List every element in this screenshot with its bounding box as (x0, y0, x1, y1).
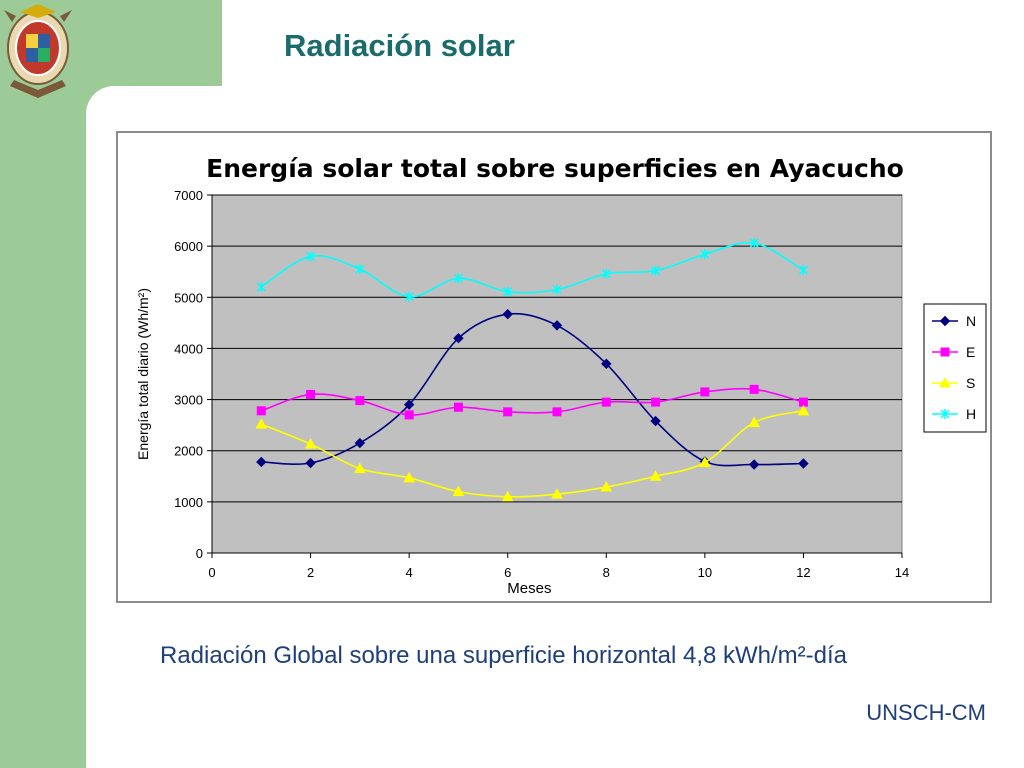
y-tick-label: 6000 (174, 239, 203, 254)
x-tick-label: 8 (603, 565, 610, 580)
legend-label: H (966, 406, 976, 422)
data-point (651, 265, 661, 276)
data-point (503, 286, 513, 297)
data-point (600, 480, 613, 492)
data-point (256, 406, 266, 416)
data-point (699, 456, 711, 467)
data-point (355, 396, 365, 406)
data-point (700, 249, 710, 260)
data-point (256, 282, 266, 293)
data-point (502, 308, 513, 320)
x-tick-label: 4 (406, 565, 413, 580)
data-point (601, 358, 612, 369)
data-point (601, 268, 611, 279)
x-tick-label: 0 (208, 565, 215, 580)
x-tick-label: 10 (698, 565, 712, 580)
y-tick-label: 2000 (174, 444, 203, 459)
data-point (939, 376, 951, 388)
data-point (700, 387, 710, 397)
data-point (552, 407, 562, 417)
y-tick-label: 0 (196, 546, 203, 561)
data-point (304, 438, 317, 449)
slide-title: Radiación solar (284, 28, 515, 63)
data-point (501, 490, 514, 502)
data-point (798, 265, 808, 276)
series-H (256, 238, 808, 302)
data-point (748, 459, 760, 470)
data-point (939, 315, 951, 327)
x-tick-label: 14 (895, 565, 909, 580)
legend-label: N (966, 313, 976, 329)
data-point (354, 462, 366, 474)
data-point (749, 384, 759, 394)
data-point (453, 402, 463, 412)
data-point (650, 415, 661, 427)
data-point (651, 397, 661, 407)
data-point (503, 407, 513, 417)
slide-footer: UNSCH-CM (866, 700, 986, 725)
x-tick-label: 12 (796, 565, 810, 580)
data-point (452, 485, 465, 497)
data-point (940, 347, 950, 357)
data-point (403, 399, 415, 410)
data-point (798, 458, 809, 469)
y-tick-label: 3000 (174, 393, 203, 408)
plot-area (211, 194, 903, 554)
y-axis-label: Energía total diario (Wh/m²) (135, 288, 151, 460)
data-point (797, 404, 810, 416)
slide-caption: Radiación Global sobre una superficie ho… (160, 642, 848, 669)
top-decorative-band (86, 0, 222, 86)
data-point (305, 457, 316, 469)
band-corner (86, 86, 142, 142)
legend-box (923, 303, 987, 433)
left-decorative-band (0, 0, 86, 768)
data-point (453, 273, 463, 284)
data-point (552, 284, 562, 295)
university-crest-icon (4, 4, 72, 98)
data-point (551, 320, 563, 331)
legend-label: E (966, 344, 975, 360)
series-S (255, 404, 810, 502)
chart-title: Energía solar total sobre superficies en… (206, 154, 904, 183)
y-tick-label: 4000 (174, 341, 203, 356)
data-point (256, 456, 267, 468)
legend-label: S (966, 375, 975, 391)
series-line (260, 241, 804, 298)
series-E (256, 384, 808, 420)
x-axis-label: Meses (507, 580, 551, 597)
x-tick-label: 6 (504, 565, 511, 580)
data-point (748, 416, 760, 428)
y-tick-label: 7000 (174, 188, 203, 203)
data-point (453, 332, 464, 344)
energy-chart: Energía solar total sobre superficies en… (135, 154, 987, 597)
data-point (404, 291, 414, 302)
data-point (306, 389, 316, 399)
data-point (403, 471, 415, 483)
data-point (749, 238, 759, 249)
data-point (354, 437, 366, 449)
data-point (355, 264, 365, 275)
data-point (404, 410, 414, 420)
y-tick-label: 1000 (174, 495, 203, 510)
data-point (601, 397, 611, 407)
y-tick-label: 5000 (174, 290, 203, 305)
x-tick-label: 2 (307, 565, 314, 580)
data-point (940, 409, 950, 419)
data-point (255, 418, 268, 429)
chart-frame: Energía solar total sobre superficies en… (116, 131, 992, 603)
data-point (649, 470, 662, 481)
data-point (306, 251, 316, 262)
series-line (260, 410, 804, 498)
data-point (551, 488, 563, 499)
